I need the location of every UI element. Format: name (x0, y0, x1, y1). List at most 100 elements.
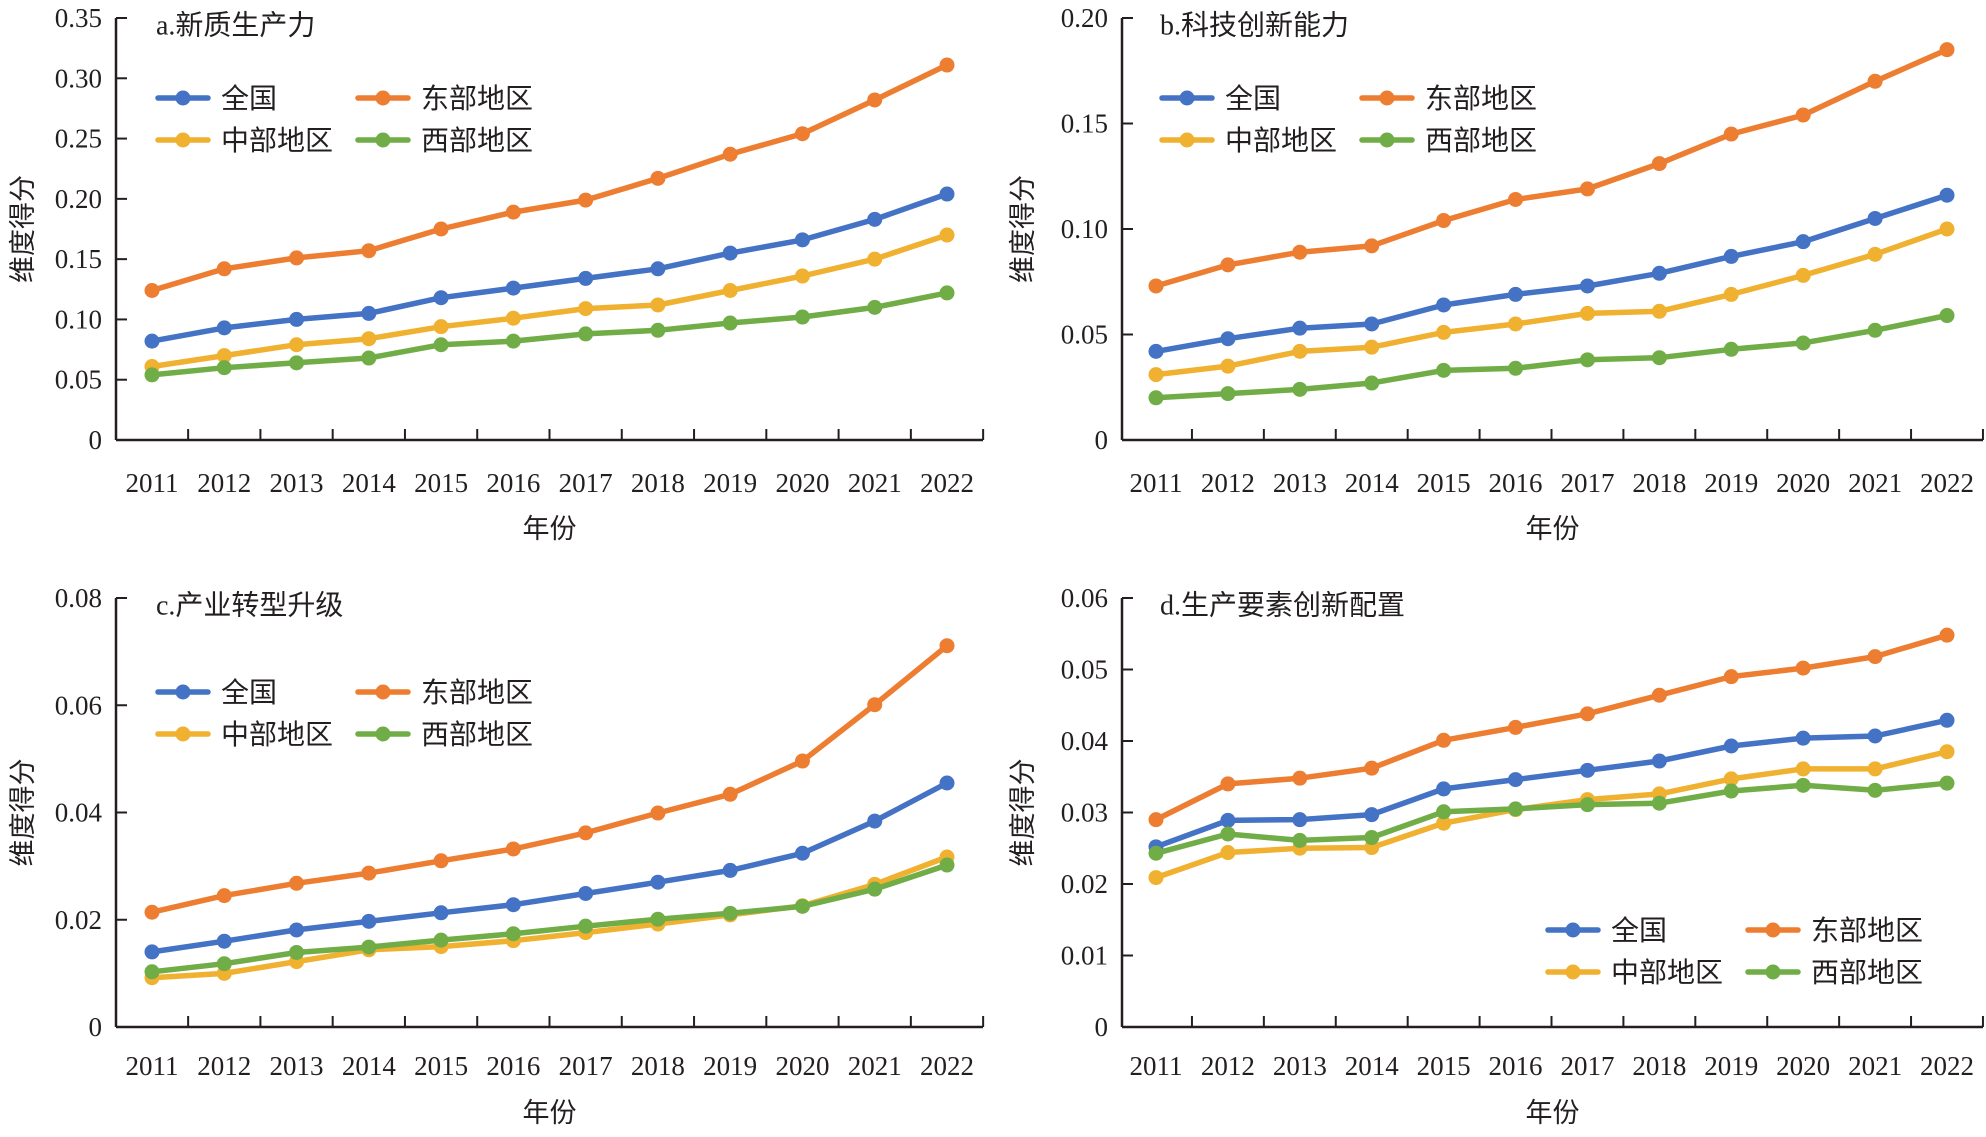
data-point (361, 939, 377, 955)
legend-label: 西部地区 (421, 719, 533, 751)
legend-item: 东部地区 (1359, 83, 1537, 115)
legend-item: 西部地区 (1359, 125, 1537, 157)
legend-swatch-marker (1379, 132, 1395, 148)
data-point (867, 299, 883, 315)
data-point (361, 913, 377, 929)
data-point (1795, 267, 1811, 283)
chart-title: a.新质生产力 (156, 9, 315, 41)
data-point (1148, 390, 1164, 406)
legend-label: 东部地区 (421, 677, 533, 709)
data-point (1795, 777, 1811, 793)
data-point (289, 944, 305, 960)
legend-label: 东部地区 (1425, 83, 1537, 115)
data-point (144, 367, 160, 383)
series-2 (144, 227, 955, 374)
legend-item: 中部地区 (1545, 957, 1723, 989)
data-point (144, 333, 160, 349)
y-tick-label: 0.06 (1061, 583, 1108, 613)
legend-label: 全国 (1611, 915, 1667, 947)
data-point (1723, 771, 1739, 787)
data-point (1939, 187, 1955, 203)
data-point (1579, 278, 1595, 294)
x-tick-label: 2013 (270, 1051, 324, 1081)
data-point (1723, 126, 1739, 142)
data-point (794, 268, 810, 284)
y-tick-label: 0.06 (55, 690, 102, 720)
x-tick-label: 2019 (703, 468, 757, 498)
data-point (1292, 812, 1308, 828)
x-tick-label: 2014 (342, 468, 397, 498)
data-point (1220, 826, 1236, 842)
data-point (1148, 845, 1164, 861)
legend-item: 西部地区 (1745, 957, 1923, 989)
data-point (1939, 775, 1955, 791)
data-point (939, 638, 955, 654)
legend-label: 西部地区 (1425, 125, 1537, 157)
y-tick-label: 0 (89, 1012, 103, 1042)
x-tick-label: 2019 (1704, 1051, 1758, 1081)
data-point (1220, 386, 1236, 402)
x-tick-label: 2015 (414, 1051, 468, 1081)
series-line (1155, 312, 1948, 401)
series-line (1154, 632, 1948, 823)
y-tick-label: 0.03 (1061, 798, 1108, 828)
chart-title: c.产业转型升级 (156, 589, 343, 621)
x-tick-label: 2011 (126, 468, 179, 498)
y-tick-label: 0.02 (1061, 869, 1108, 899)
legend-item: 东部地区 (1745, 915, 1923, 947)
data-point (794, 845, 810, 861)
data-point (794, 309, 810, 325)
x-tick-label: 2012 (197, 468, 251, 498)
chart-panel-c: 0 0.02 0.04 0.06 0.08 2011 2012 2013 2014 2015 201… (8, 583, 985, 1128)
data-point (1795, 335, 1811, 351)
data-point (722, 282, 738, 298)
data-point (1436, 781, 1452, 797)
data-point (289, 337, 305, 353)
series-line (1155, 47, 1949, 289)
data-point (361, 243, 377, 259)
x-tick-label: 2014 (1345, 1051, 1400, 1081)
x-tick-label: 2022 (1920, 1051, 1974, 1081)
data-point (867, 813, 883, 829)
data-point (1148, 367, 1164, 383)
data-point (1939, 744, 1955, 760)
data-point (794, 126, 810, 142)
x-tick-label: 2020 (1776, 1051, 1830, 1081)
data-point (1364, 807, 1380, 823)
data-point (433, 853, 449, 869)
data-point (1723, 248, 1739, 264)
legend-item: 东部地区 (355, 83, 533, 115)
data-point (1723, 738, 1739, 754)
data-point (867, 251, 883, 267)
y-tick-label: 0 (1095, 425, 1109, 455)
x-tick-label: 2020 (1776, 468, 1830, 498)
series-line (1155, 226, 1948, 378)
legend-label: 西部地区 (1811, 957, 1923, 989)
legend-label: 中部地区 (221, 719, 333, 751)
data-point (722, 786, 738, 802)
x-tick-label: 2012 (1201, 468, 1255, 498)
data-point (650, 297, 666, 313)
data-point (1723, 341, 1739, 357)
data-point (1364, 339, 1380, 355)
y-axis-title: 维度得分 (8, 759, 38, 867)
series-0 (144, 775, 955, 960)
y-tick-label: 0.04 (1061, 726, 1109, 756)
x-axis-title: 年份 (523, 1098, 577, 1128)
series-line (1155, 749, 1948, 881)
data-point (939, 857, 955, 873)
y-tick-label: 0.05 (1061, 320, 1108, 350)
data-point (1292, 832, 1308, 848)
data-point (216, 320, 232, 336)
data-point (216, 933, 232, 949)
series-3 (1148, 308, 1955, 406)
series-2 (1148, 221, 1955, 383)
legend-label: 东部地区 (1811, 915, 1923, 947)
legend-label: 全国 (1225, 83, 1281, 115)
data-point (578, 192, 594, 208)
data-point (144, 282, 160, 298)
data-point (1723, 286, 1739, 302)
data-point (1939, 308, 1955, 324)
